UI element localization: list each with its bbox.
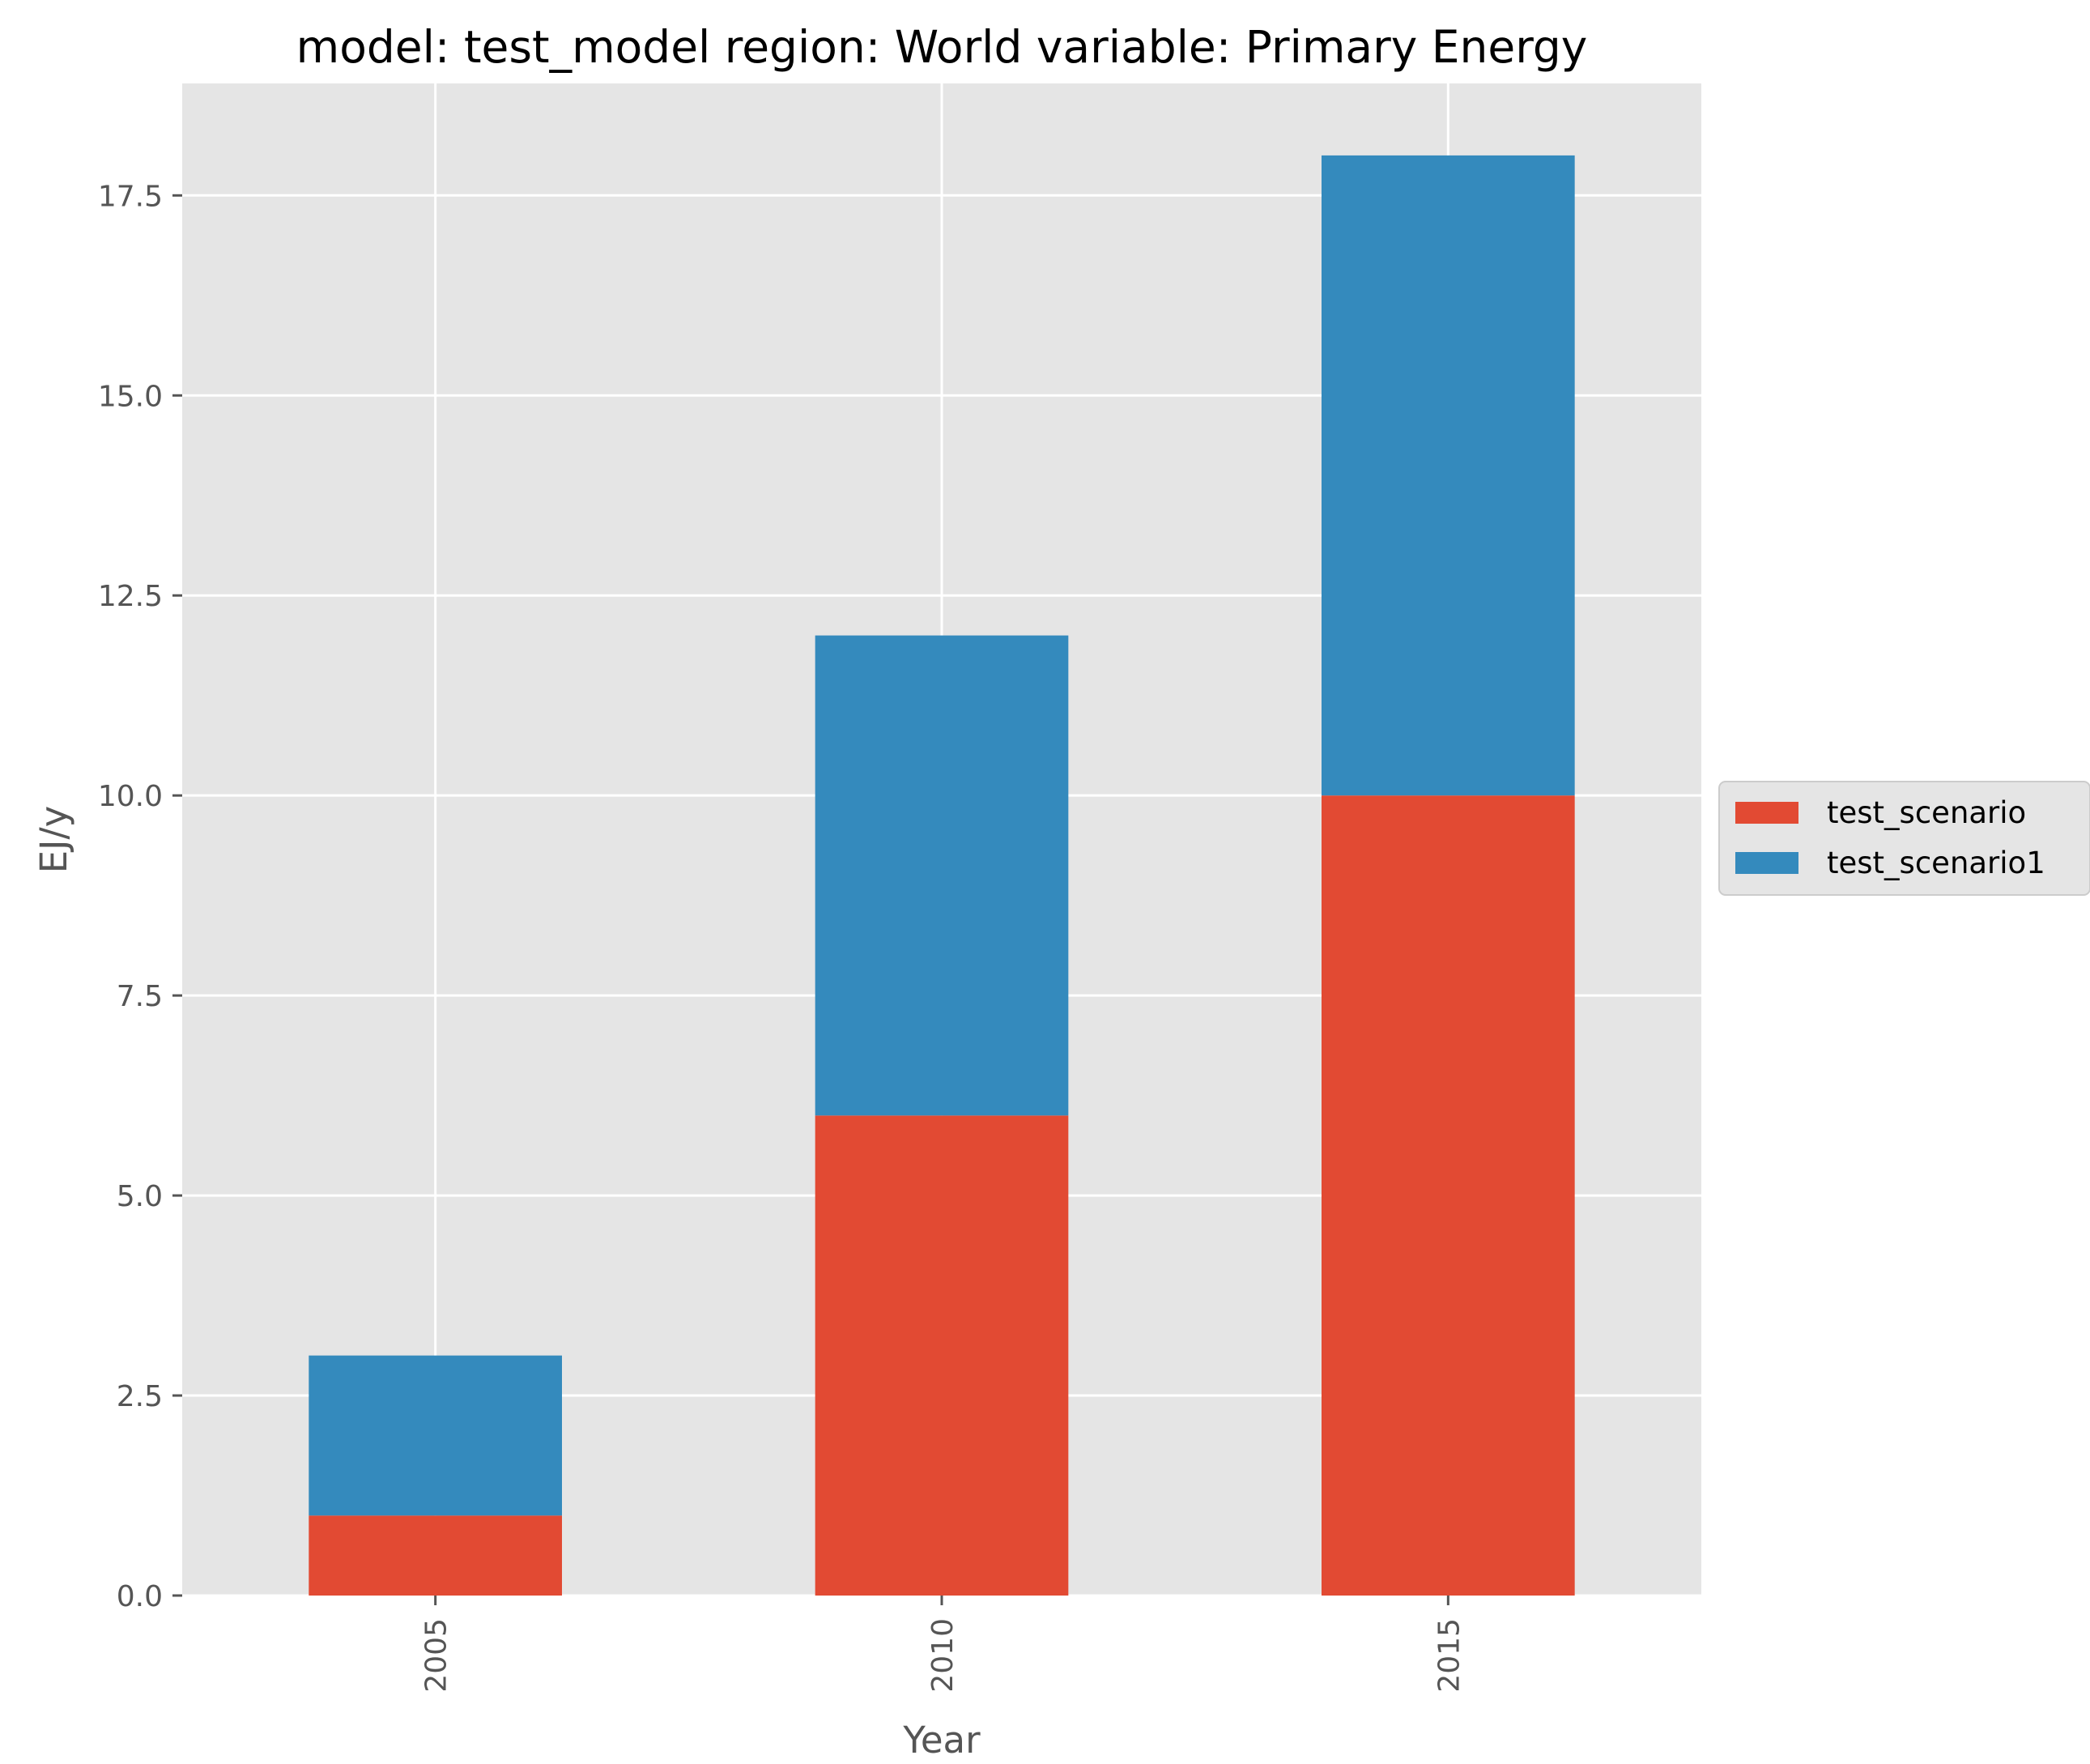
bar-test_scenario-2015 [1322,795,1575,1596]
y-tick-label: 15.0 [98,380,163,413]
axes: 0.0 2.5 5.0 7.5 10.0 12.5 15.0 17.5 2005 2010 2015 [98,180,1466,1692]
y-axis-label: EJ/y [32,806,75,874]
y-tick-label: 2.5 [117,1380,163,1413]
bar-test_scenario1-2010 [815,635,1069,1116]
bar-test_scenario-2005 [309,1515,562,1596]
bar-test_scenario1-2015 [1322,155,1575,796]
y-tick-label: 12.5 [98,580,163,613]
legend-label-test_scenario1: test_scenario1 [1827,846,2045,880]
legend-box [1718,781,2090,896]
legend-swatch-test_scenario [1735,802,1798,824]
legend: test_scenario test_scenario1 [1718,781,2090,896]
y-tick-label: 10.0 [98,780,163,813]
y-tick-label: 17.5 [98,180,163,213]
x-tick-label: 2015 [1432,1618,1466,1693]
y-tick-label: 7.5 [117,980,163,1013]
bar-test_scenario-2010 [815,1115,1069,1596]
y-tick-label: 5.0 [117,1180,163,1213]
legend-swatch-test_scenario1 [1735,852,1798,874]
y-tick-label: 0.0 [117,1580,163,1613]
bar-test_scenario1-2005 [309,1355,562,1516]
chart-title: model: test_model region: World variable… [296,21,1588,73]
x-tick-label: 2005 [420,1618,453,1693]
bars [309,155,1575,1596]
x-axis-label: Year [902,1719,981,1762]
legend-label-test_scenario: test_scenario [1827,795,2026,830]
x-tick-label: 2010 [926,1618,960,1693]
